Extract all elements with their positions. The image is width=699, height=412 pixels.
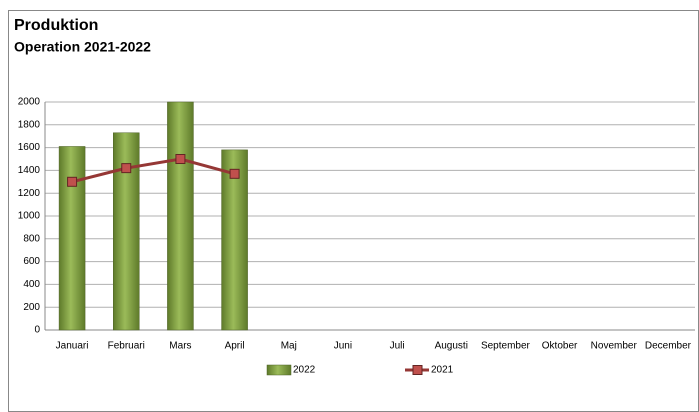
legend-label: 2021 — [431, 365, 454, 376]
x-tick-label: September — [481, 341, 531, 352]
chart-subtitle: Operation 2021-2022 — [14, 39, 151, 55]
y-tick-label: 1400 — [18, 165, 41, 176]
legend-marker — [412, 365, 423, 375]
y-tick-label: 400 — [23, 279, 40, 290]
x-tick-label: Juni — [334, 341, 352, 352]
x-tick-label: Februari — [108, 341, 145, 352]
x-tick-label: November — [591, 341, 638, 352]
bar — [113, 132, 140, 331]
y-tick-label: 1600 — [18, 142, 41, 153]
legend-label: 2022 — [293, 365, 316, 376]
y-tick-label: 600 — [23, 256, 40, 267]
bar — [167, 101, 194, 331]
y-tick-label: 200 — [23, 302, 40, 313]
x-tick-label: Oktober — [542, 341, 578, 352]
bar — [221, 149, 248, 331]
x-tick-label: April — [225, 341, 245, 352]
x-tick-label: Januari — [56, 341, 89, 352]
chart-title: Produktion — [14, 17, 98, 34]
x-tick-label: Juli — [390, 341, 405, 352]
x-tick-label: December — [645, 341, 692, 352]
line-marker — [121, 163, 132, 174]
line — [71, 157, 235, 184]
y-tick-label: 1200 — [18, 188, 41, 199]
y-tick-label: 0 — [34, 325, 40, 336]
x-tick-label: Augusti — [435, 341, 468, 352]
line-marker — [175, 154, 186, 164]
y-tick-label: 2000 — [18, 97, 41, 108]
x-tick-label: Mars — [169, 341, 191, 352]
y-tick-label: 1000 — [18, 211, 41, 222]
y-tick-label: 800 — [23, 233, 40, 244]
line-marker — [67, 176, 78, 187]
bar — [58, 146, 86, 331]
y-tick-label: 1800 — [18, 119, 41, 130]
line-marker — [229, 168, 240, 179]
x-tick-label: Maj — [281, 341, 297, 352]
legend-swatch — [266, 364, 292, 376]
